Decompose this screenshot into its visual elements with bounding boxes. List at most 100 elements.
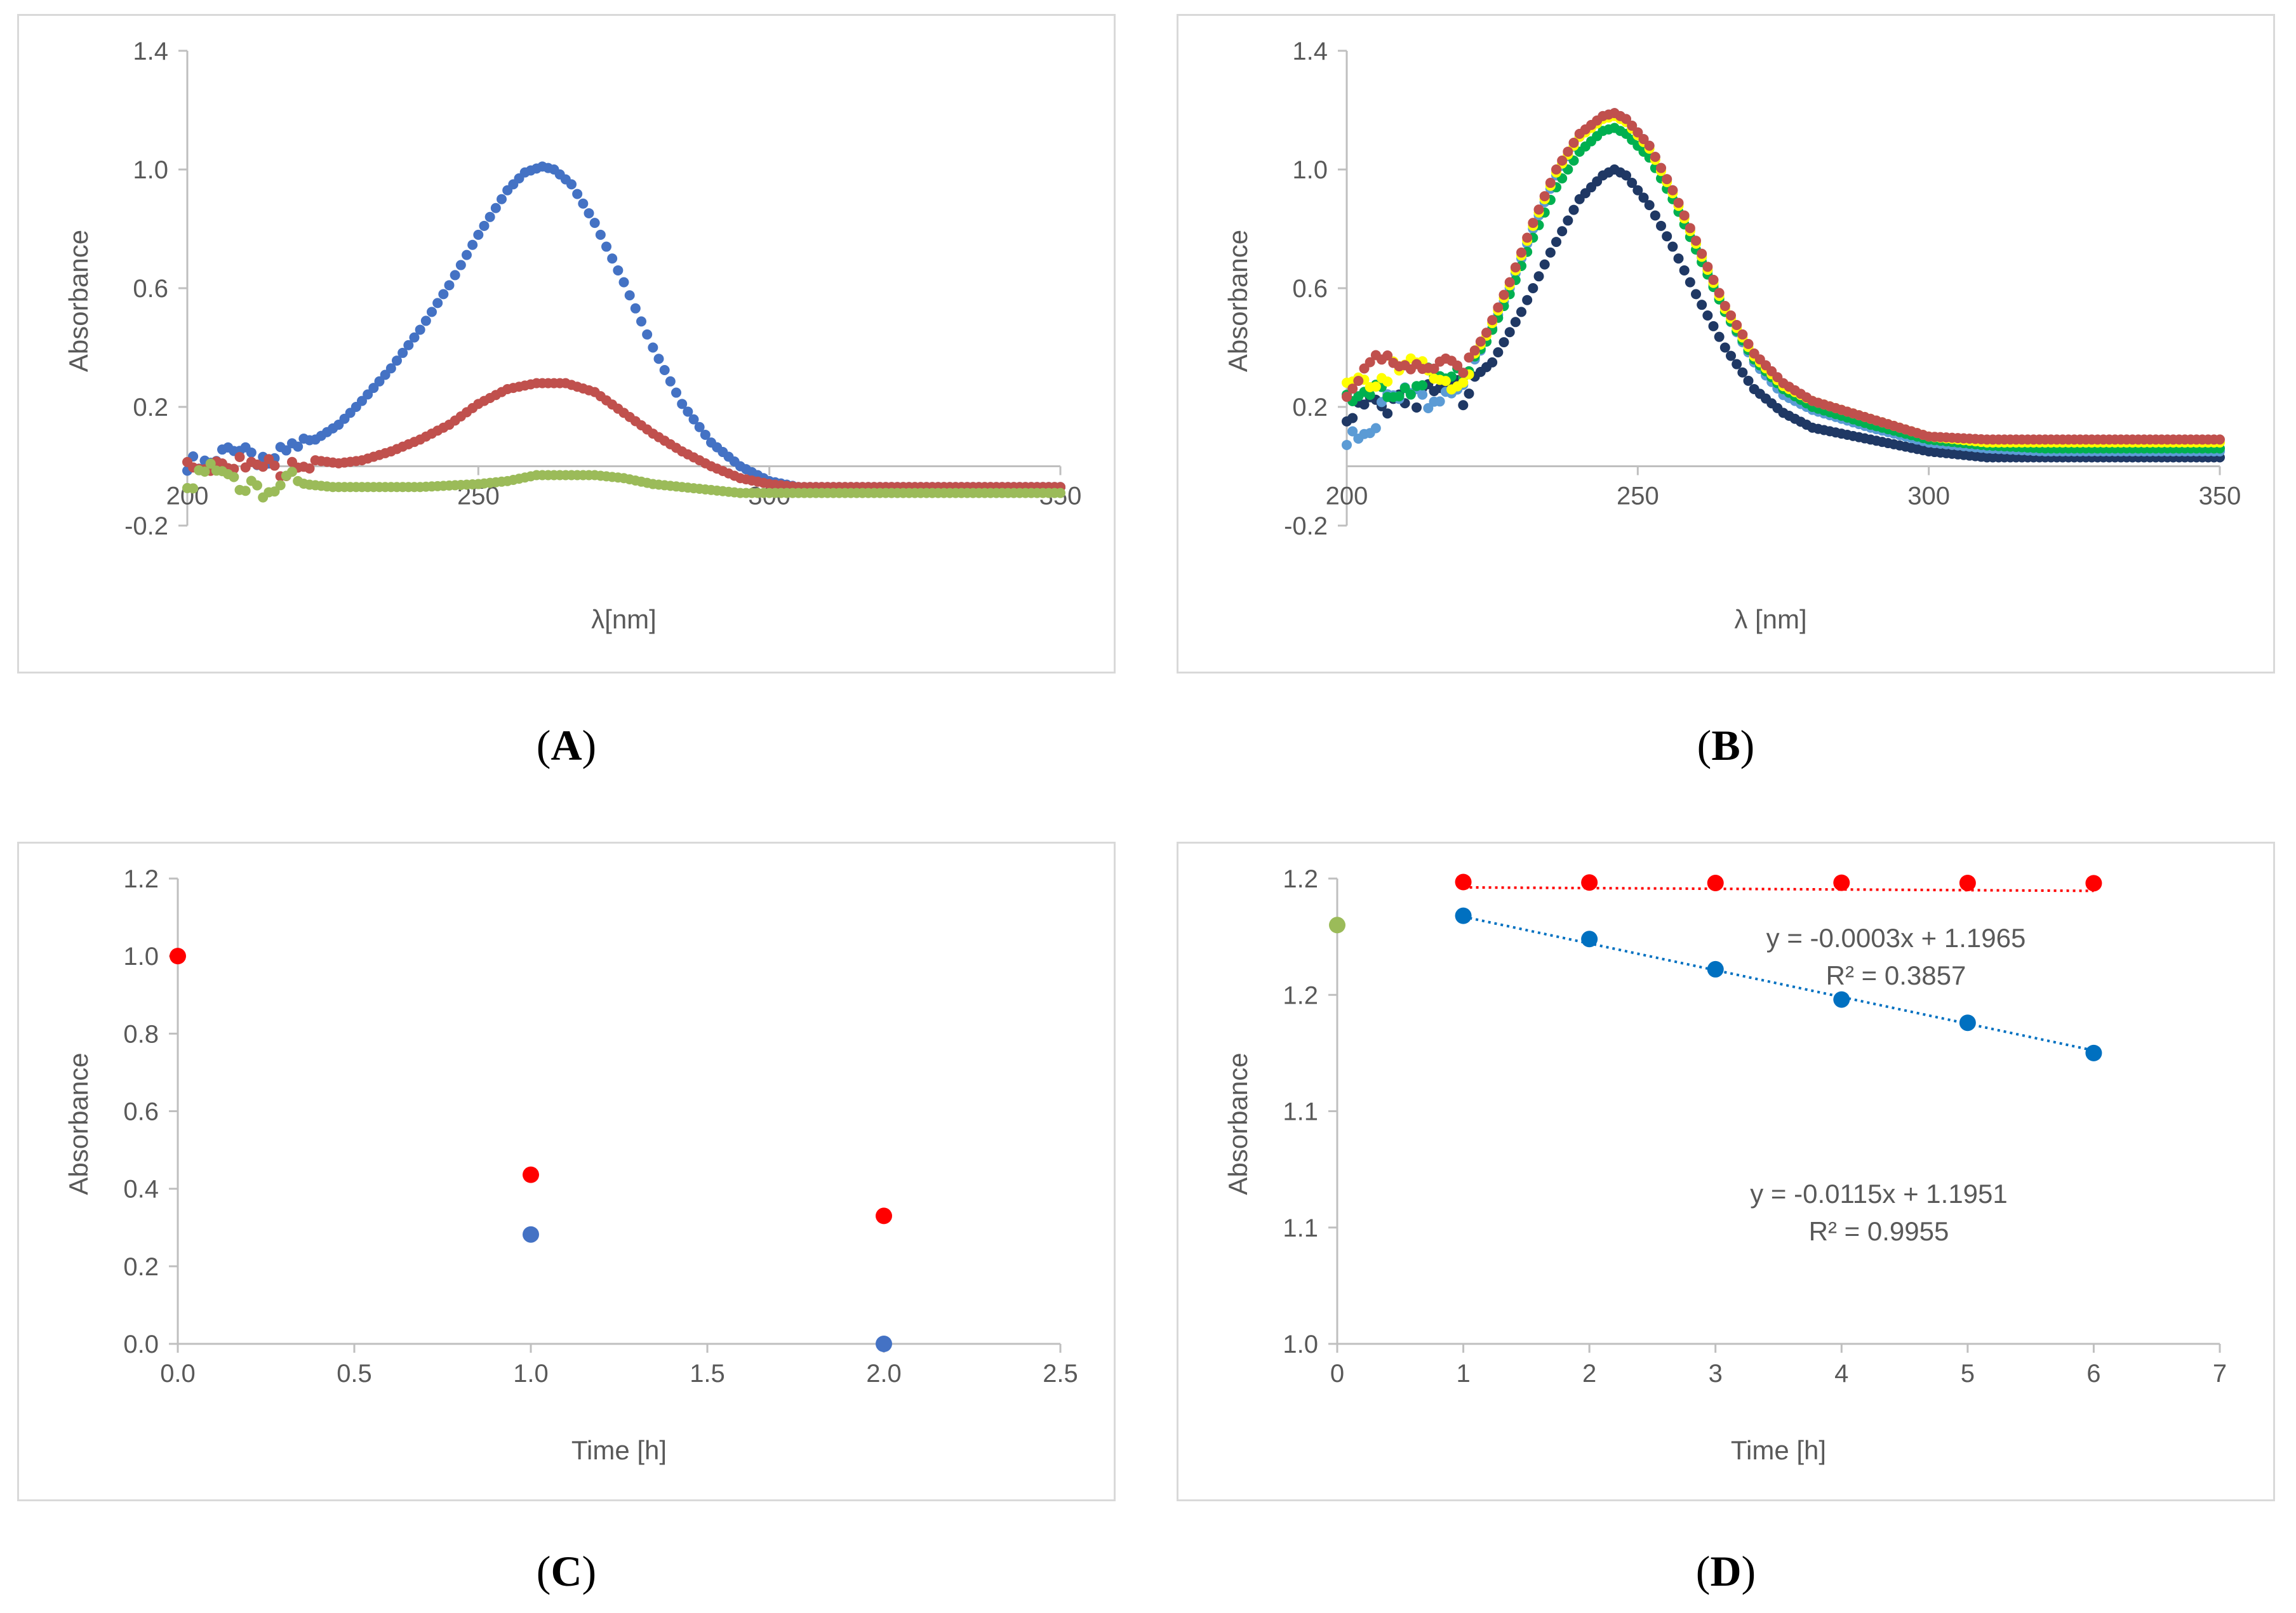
data-point xyxy=(275,480,286,491)
data-point xyxy=(876,1336,892,1352)
data-point xyxy=(589,218,600,229)
data-point xyxy=(1417,380,1428,390)
data-point xyxy=(1487,315,1498,326)
data-point xyxy=(269,460,280,471)
data-point xyxy=(392,355,402,366)
data-point xyxy=(1551,164,1561,175)
data-point xyxy=(1959,874,1976,891)
y-tick-label: 0.6 xyxy=(133,275,168,303)
data-point xyxy=(1568,204,1579,215)
data-point xyxy=(595,229,606,240)
data-point xyxy=(1667,185,1678,196)
caption-b-close: ) xyxy=(1740,721,1755,769)
data-point xyxy=(1708,274,1719,285)
y-tick-label: 1.4 xyxy=(1292,37,1328,65)
series-B-0 xyxy=(1342,164,2225,463)
chart-C-axes: 0.0 0.2 0.4 0.6 0.8 1.0 1.2 0.0 0.5 1.0 1.5 2.0 2.5 T… xyxy=(63,865,1078,1465)
data-point xyxy=(240,486,251,496)
data-point xyxy=(205,458,216,469)
data-point xyxy=(229,472,239,482)
data-point xyxy=(1528,283,1538,293)
data-point xyxy=(1959,1014,1976,1032)
data-point xyxy=(1691,289,1701,300)
data-point xyxy=(420,315,431,326)
data-point xyxy=(1702,310,1713,321)
data-point xyxy=(665,376,676,387)
series-D-2 xyxy=(1329,917,1345,934)
data-point xyxy=(1714,331,1725,342)
x-tick-label: 0 xyxy=(1330,1360,1344,1388)
y-tick-label: 1.0 xyxy=(133,156,168,184)
data-point xyxy=(490,202,501,213)
data-point xyxy=(2085,1044,2102,1061)
data-point xyxy=(252,480,262,491)
y-tick-label: 0.0 xyxy=(123,1331,159,1358)
data-point xyxy=(607,253,618,264)
y-tick-label: 0.6 xyxy=(123,1098,159,1126)
data-point xyxy=(1702,262,1713,272)
data-point xyxy=(572,189,583,199)
data-point xyxy=(409,332,420,343)
x-tick-label: 3 xyxy=(1709,1360,1723,1388)
data-point xyxy=(630,303,641,314)
y-tick-label: 0.6 xyxy=(1292,275,1328,303)
data-point xyxy=(1726,350,1736,361)
data-point xyxy=(1347,413,1358,423)
data-point xyxy=(1493,347,1504,357)
x-tick-label: 250 xyxy=(1617,482,1659,510)
data-point xyxy=(1673,253,1684,264)
data-point xyxy=(1632,127,1643,138)
data-point xyxy=(1464,352,1474,363)
series-D-1 xyxy=(1455,907,2102,1061)
data-point xyxy=(2215,434,2225,445)
data-point xyxy=(1429,363,1439,374)
data-point xyxy=(403,340,414,350)
data-point xyxy=(653,354,664,364)
data-point xyxy=(1440,376,1451,387)
data-point xyxy=(1656,163,1666,173)
data-point xyxy=(1417,389,1428,400)
data-point xyxy=(455,260,466,270)
data-point xyxy=(462,249,472,260)
data-point xyxy=(1504,277,1515,288)
data-point xyxy=(473,229,484,240)
chart-b-svg: -0.2 0.2 0.6 1.0 1.4 200 250 300 350 λ [nm] Absorb… xyxy=(1223,37,2241,634)
x-tick-label: 0.0 xyxy=(160,1360,196,1388)
y-tick-label: 0.2 xyxy=(133,394,168,422)
data-point xyxy=(258,461,269,472)
trendline-equation: y = -0.0003x + 1.1965 xyxy=(1766,923,2026,953)
data-point xyxy=(1650,152,1660,163)
caption-a-letter: A xyxy=(551,721,582,769)
data-point xyxy=(1662,231,1672,242)
caption-c-open: ( xyxy=(536,1547,551,1595)
data-point xyxy=(1533,271,1544,282)
data-point xyxy=(1434,396,1445,407)
y-tick-label: 1.2 xyxy=(1283,981,1318,1009)
caption-d-letter: D xyxy=(1710,1547,1742,1595)
caption-a-open: ( xyxy=(536,721,551,769)
chart-B-axes: -0.2 0.2 0.6 1.0 1.4 200 250 300 350 λ [nm] Absorb… xyxy=(1223,37,2241,634)
y-tick-label: 1.4 xyxy=(133,37,168,65)
data-point xyxy=(1510,262,1521,273)
data-point xyxy=(671,387,681,398)
data-point xyxy=(1458,377,1469,388)
trendline xyxy=(1463,886,2094,893)
y-axis-title: Absorbance xyxy=(63,230,93,372)
y-tick-label: 1.0 xyxy=(1292,156,1328,184)
data-point xyxy=(1557,155,1568,166)
x-tick-label: 1 xyxy=(1456,1360,1470,1388)
caption-c-close: ) xyxy=(582,1547,597,1595)
data-point xyxy=(1557,226,1568,237)
data-point xyxy=(2085,875,2102,892)
x-tick-label: 300 xyxy=(1907,482,1950,510)
data-point xyxy=(188,483,199,494)
chart-panel-a: -0.20.20.61.01.4200250300350λ[nm]Absorba… xyxy=(17,14,1116,674)
data-point xyxy=(357,395,367,406)
data-point xyxy=(1510,317,1521,328)
data-point xyxy=(234,451,245,462)
y-tick-label: 1.1 xyxy=(1283,1214,1318,1242)
data-point xyxy=(427,307,437,317)
chart-A-axes: -0.20.20.61.01.4200250300350λ[nm]Absorba… xyxy=(63,37,1081,634)
data-point xyxy=(1382,350,1393,361)
trendline-equation: y = -0.0115x + 1.1951 xyxy=(1750,1179,2008,1209)
